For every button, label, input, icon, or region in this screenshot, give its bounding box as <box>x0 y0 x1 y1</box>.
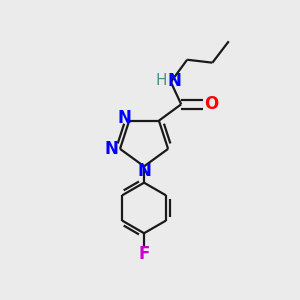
Text: N: N <box>105 140 118 158</box>
Text: N: N <box>167 71 181 89</box>
Text: O: O <box>204 95 219 113</box>
Text: H: H <box>155 73 167 88</box>
Text: F: F <box>138 245 150 263</box>
Text: N: N <box>137 162 151 180</box>
Text: N: N <box>118 109 132 127</box>
